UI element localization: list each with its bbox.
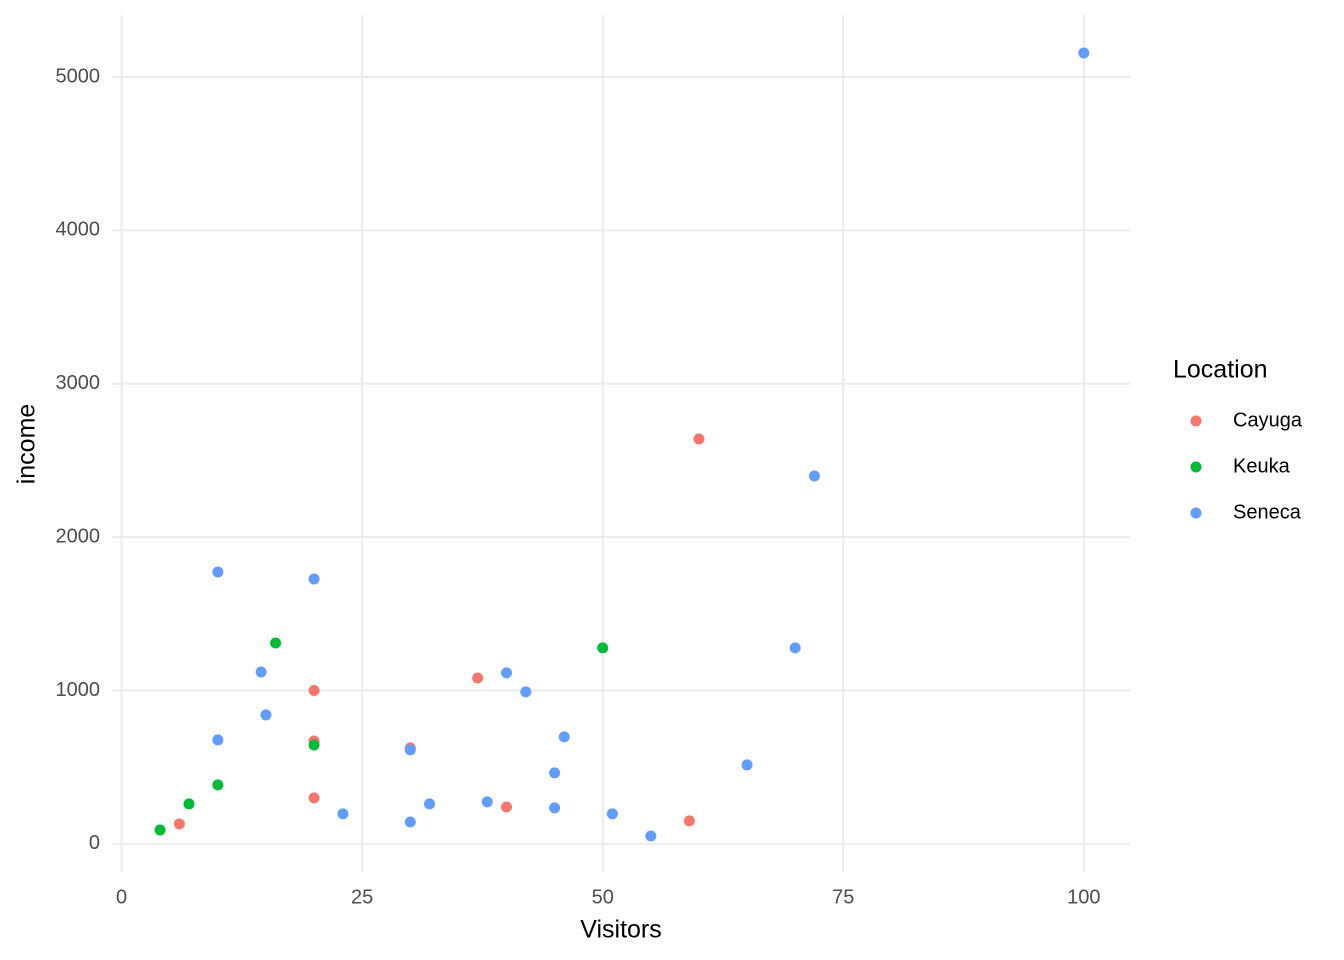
point (472, 672, 484, 684)
point (270, 637, 282, 649)
point (337, 808, 349, 820)
x-axis-title: Visitors (580, 916, 662, 944)
point (789, 642, 801, 654)
point (520, 686, 532, 698)
y-tick-label: 1000 (56, 679, 101, 701)
point (173, 818, 185, 830)
point (404, 816, 416, 828)
point (308, 573, 320, 585)
x-tick-label: 25 (351, 886, 373, 908)
y-tick-label: 4000 (56, 219, 101, 241)
point (549, 767, 561, 779)
point (808, 470, 820, 482)
x-tick-label: 75 (832, 886, 854, 908)
point (549, 802, 561, 814)
point (606, 808, 618, 820)
point (260, 709, 272, 721)
legend-marker (1190, 415, 1202, 427)
point (424, 798, 436, 810)
point (154, 824, 166, 836)
point (212, 779, 224, 791)
point (500, 801, 512, 813)
x-tick-label: 0 (116, 886, 127, 908)
legend-title: Location (1173, 356, 1268, 384)
x-tick-label: 100 (1067, 886, 1100, 908)
legend-label: Keuka (1233, 455, 1291, 477)
legend-label: Cayuga (1233, 409, 1303, 431)
point (308, 739, 320, 751)
y-tick-label: 2000 (56, 525, 101, 547)
y-axis-title: income (13, 404, 41, 485)
point (1078, 47, 1090, 59)
point (597, 642, 609, 654)
x-tick-label: 50 (592, 886, 614, 908)
point (212, 566, 224, 578)
point (558, 731, 570, 743)
point (308, 685, 320, 697)
legend-marker (1190, 507, 1202, 519)
point (500, 667, 512, 679)
point (308, 792, 320, 804)
legend-label: Seneca (1233, 501, 1302, 523)
point (645, 830, 657, 842)
point (404, 744, 416, 756)
y-tick-label: 3000 (56, 372, 101, 394)
point (741, 759, 753, 771)
point (255, 666, 267, 678)
y-tick-label: 0 (89, 832, 100, 854)
point (693, 433, 705, 445)
point (183, 798, 195, 810)
point (683, 815, 695, 827)
point (212, 734, 224, 746)
legend-marker (1190, 461, 1202, 473)
point (481, 796, 493, 808)
y-tick-label: 5000 (56, 65, 101, 87)
